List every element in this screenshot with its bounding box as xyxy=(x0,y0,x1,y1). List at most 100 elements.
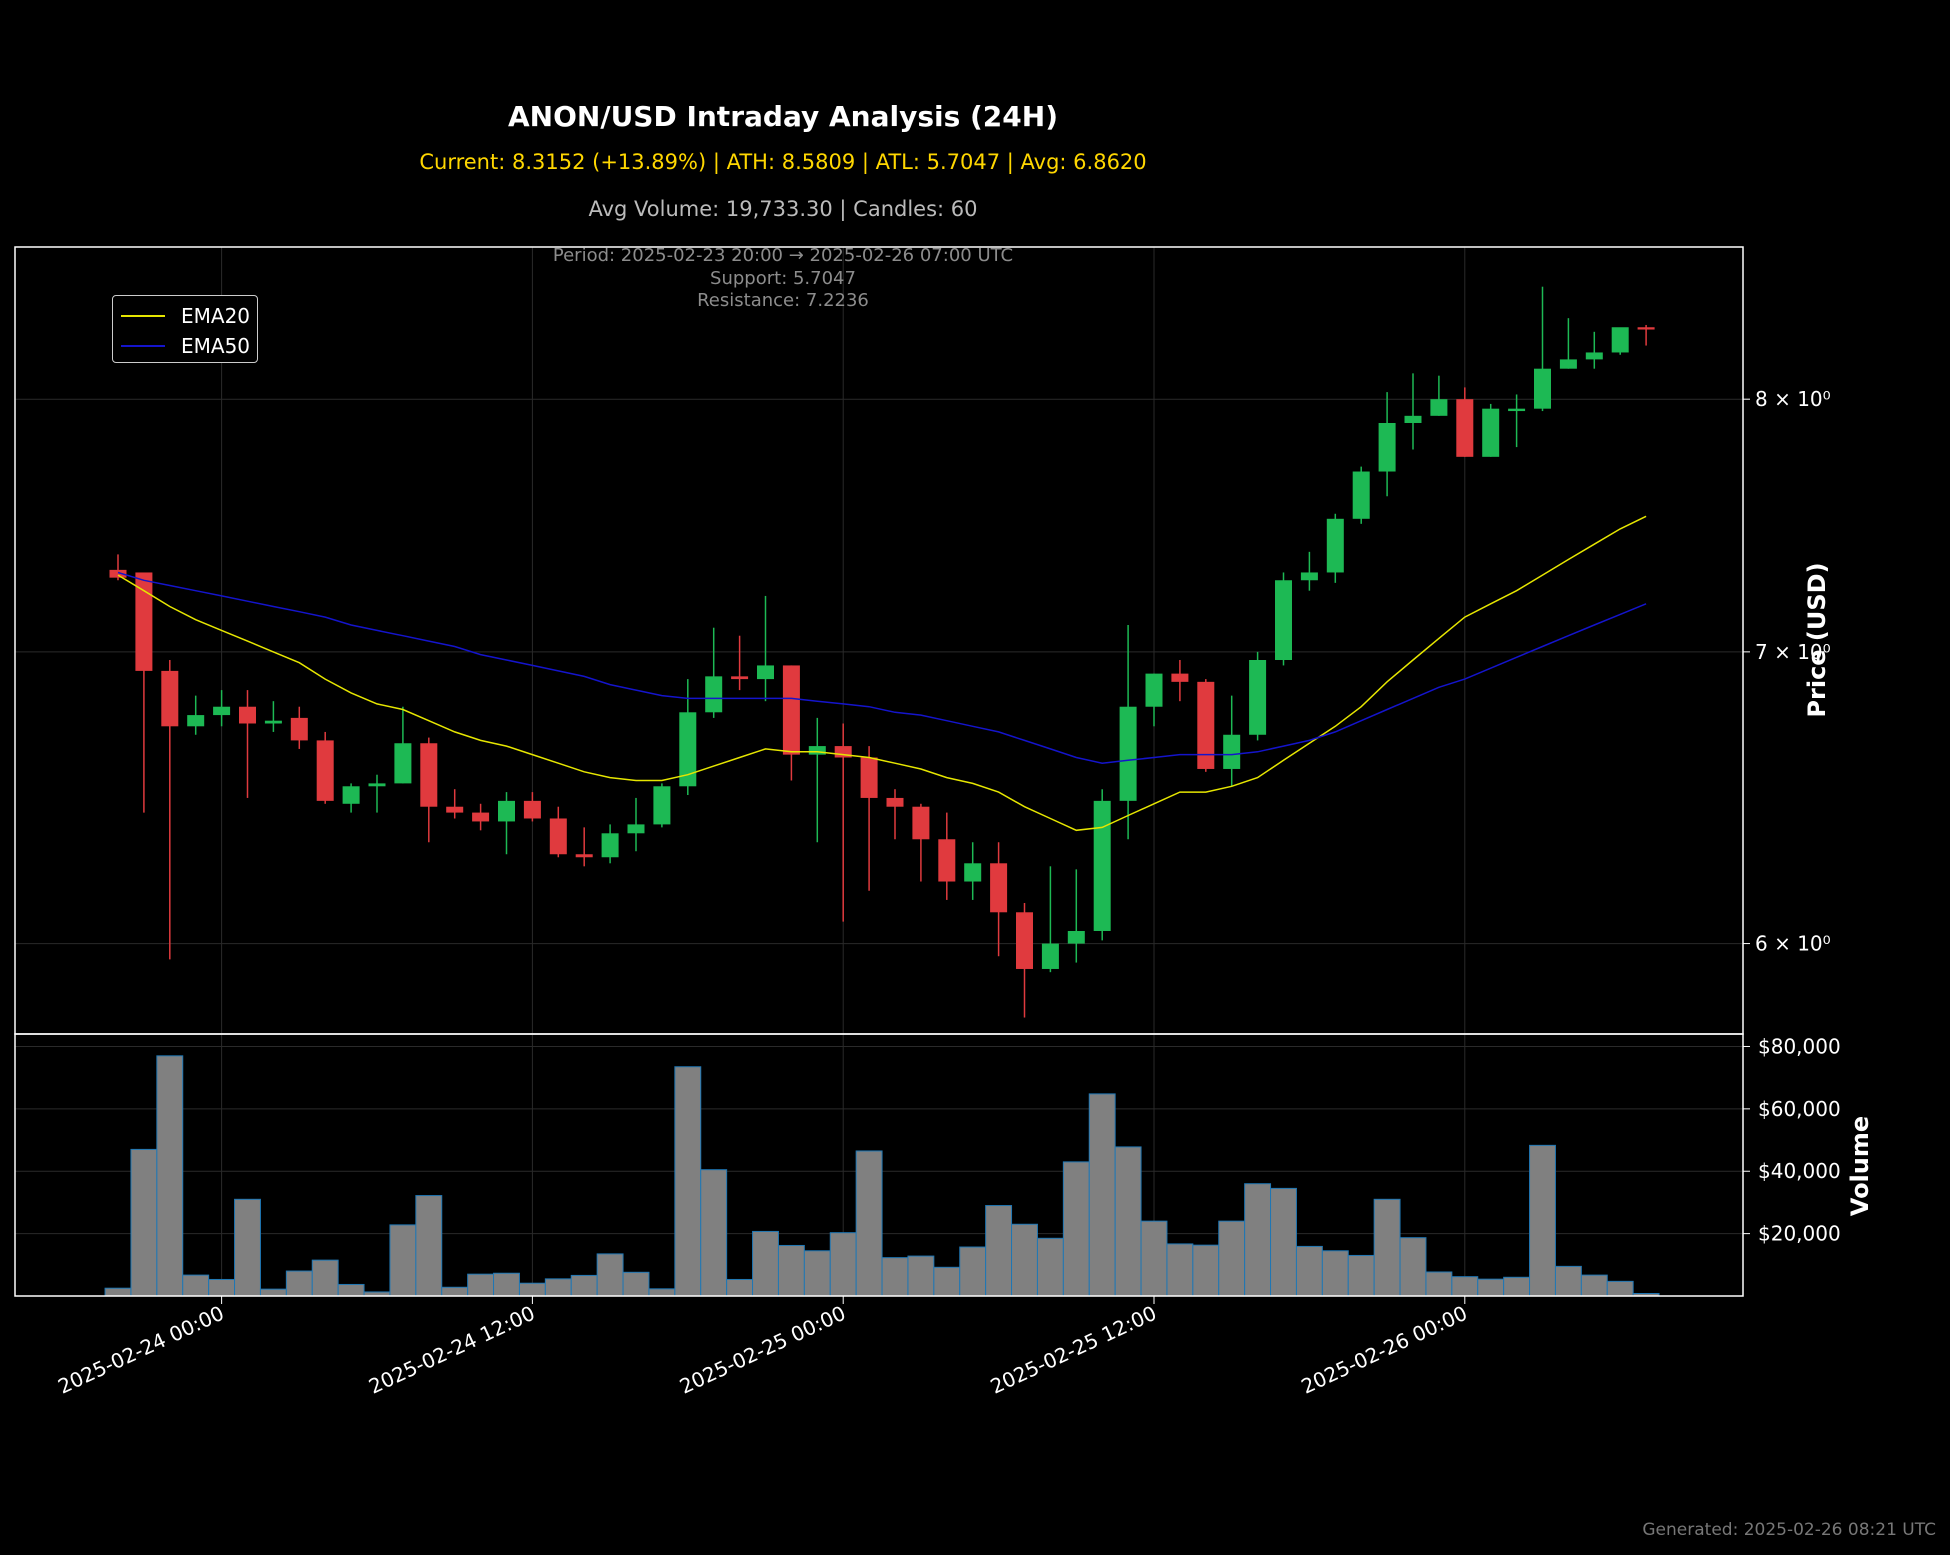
candle-body-down xyxy=(938,839,956,882)
volume-bar xyxy=(1399,1237,1427,1297)
time-tick-label: 2025-02-25 12:00 xyxy=(987,1301,1160,1399)
volume-bar xyxy=(1114,1146,1142,1297)
volume-bar xyxy=(1218,1220,1246,1297)
time-tick-label: 2025-02-26 00:00 xyxy=(1297,1301,1470,1399)
ema50-line xyxy=(117,571,1647,764)
candle-body-down xyxy=(1016,912,1033,969)
candle-body-up xyxy=(1300,572,1318,581)
candle-body-up xyxy=(1093,800,1111,931)
candle-body-up xyxy=(705,676,723,713)
candle-body-up xyxy=(342,786,360,804)
candle-body-up xyxy=(1119,706,1137,801)
volume-bar xyxy=(752,1230,779,1297)
volume-tick-label: $40,000 xyxy=(1758,1159,1841,1183)
candle-body-down xyxy=(782,665,800,755)
legend-label-ema20: EMA20 xyxy=(181,304,251,328)
volume-bar xyxy=(803,1250,831,1297)
volume-bar xyxy=(415,1195,443,1297)
candle-body-up xyxy=(187,715,205,727)
volume-bar xyxy=(467,1273,495,1297)
volume-bar xyxy=(829,1232,857,1297)
volume-bar xyxy=(1062,1161,1090,1297)
volume-tick-label: $20,000 xyxy=(1758,1222,1841,1246)
legend: EMA20 EMA50 xyxy=(112,295,258,363)
volume-bar xyxy=(1451,1276,1479,1297)
volume-bar xyxy=(1244,1183,1272,1297)
resistance-annotation: Resistance: 7.2236 xyxy=(697,290,869,311)
volume-bar xyxy=(156,1055,184,1297)
volume-bar xyxy=(1036,1237,1064,1297)
volume-tick-label: $80,000 xyxy=(1758,1034,1841,1058)
candle-body-down xyxy=(549,818,567,855)
volume-bar xyxy=(726,1278,754,1297)
volume-bar xyxy=(674,1066,702,1297)
candle-body-up xyxy=(394,743,412,784)
volume-bar xyxy=(622,1271,650,1297)
volume-tick-label: $60,000 xyxy=(1758,1097,1841,1121)
volume-bar xyxy=(1425,1271,1453,1297)
volume-bar xyxy=(544,1278,572,1297)
candle-body-up xyxy=(964,863,982,882)
volume-bar xyxy=(1606,1280,1634,1297)
volume-bar xyxy=(285,1270,313,1297)
candle-body-down xyxy=(135,572,153,671)
volume-bar xyxy=(1270,1187,1297,1297)
time-tick-label: 2025-02-24 12:00 xyxy=(365,1301,538,1399)
candle-body-up xyxy=(1404,415,1422,423)
price-tick-label: 8 × 10⁰ xyxy=(1755,387,1831,411)
volume-axis-label: Volume xyxy=(1846,1116,1874,1216)
candle-body-down xyxy=(1637,327,1655,330)
price-tick-label: 7 × 10⁰ xyxy=(1755,640,1831,664)
candle-body-up xyxy=(1275,580,1292,660)
candle-body-up xyxy=(498,800,515,822)
candle-body-down xyxy=(731,676,749,680)
volume-bar xyxy=(1347,1254,1375,1297)
candle-body-up xyxy=(1534,368,1551,409)
volume-bar xyxy=(959,1246,987,1297)
volume-bar xyxy=(1166,1243,1194,1297)
candle-body-down xyxy=(290,717,308,741)
period-annotation: Period: 2025-02-23 20:00 → 2025-02-26 07… xyxy=(552,245,1014,266)
volume-bar xyxy=(208,1278,236,1297)
candle-body-up xyxy=(1482,408,1500,457)
volume-bar xyxy=(1529,1144,1556,1297)
candle-body-up xyxy=(213,706,231,716)
candle-body-up xyxy=(1611,327,1629,353)
candle-body-down xyxy=(109,569,127,578)
candle-body-up xyxy=(1249,659,1267,735)
volume-bar xyxy=(1295,1245,1323,1297)
candle-body-up xyxy=(368,783,386,787)
volume-bar xyxy=(441,1286,469,1297)
legend-item-ema20: EMA20 xyxy=(121,304,250,328)
candle-body-up xyxy=(1223,734,1241,769)
volume-bar xyxy=(907,1255,935,1297)
candle-body-up xyxy=(1430,399,1448,416)
candle-body-down xyxy=(834,746,852,758)
price-stats-subtitle: Current: 8.3152 (+13.89%) | ATH: 8.5809 … xyxy=(419,150,1147,174)
candle-body-down xyxy=(860,757,878,798)
volume-bar xyxy=(1554,1265,1582,1297)
price-axis-label: Price (USD) xyxy=(1803,562,1831,717)
candle-body-down xyxy=(161,670,179,727)
ema-lines xyxy=(117,515,1647,832)
candle-body-up xyxy=(808,746,826,755)
candle-body-up xyxy=(653,786,671,825)
candle-body-down xyxy=(1197,681,1215,769)
candle-body-up xyxy=(1067,930,1085,944)
candle-body-down xyxy=(886,797,904,807)
volume-bars xyxy=(104,1055,1660,1297)
volume-bar xyxy=(1140,1220,1168,1297)
volume-bar xyxy=(596,1253,624,1297)
candle-body-up xyxy=(264,720,282,724)
candle-body-up xyxy=(1378,422,1396,472)
volume-bar xyxy=(389,1224,417,1297)
candle-body-up xyxy=(757,665,774,680)
volume-bar xyxy=(855,1150,883,1297)
volume-bar xyxy=(234,1198,261,1297)
volume-bar xyxy=(259,1288,287,1297)
volume-bar xyxy=(700,1169,728,1297)
volume-bar xyxy=(1503,1276,1531,1297)
candle-body-up xyxy=(627,824,645,834)
volume-bar xyxy=(1321,1250,1349,1297)
